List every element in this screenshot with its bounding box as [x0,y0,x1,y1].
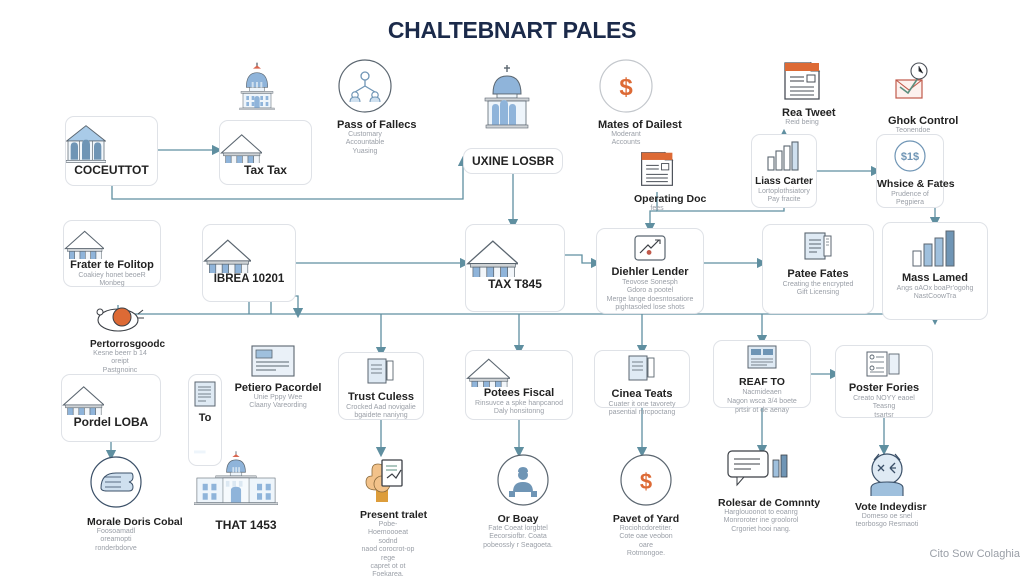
svg-text:$1$: $1$ [901,151,919,163]
svg-text:$: $ [619,74,633,101]
svg-text:$: $ [640,469,652,494]
